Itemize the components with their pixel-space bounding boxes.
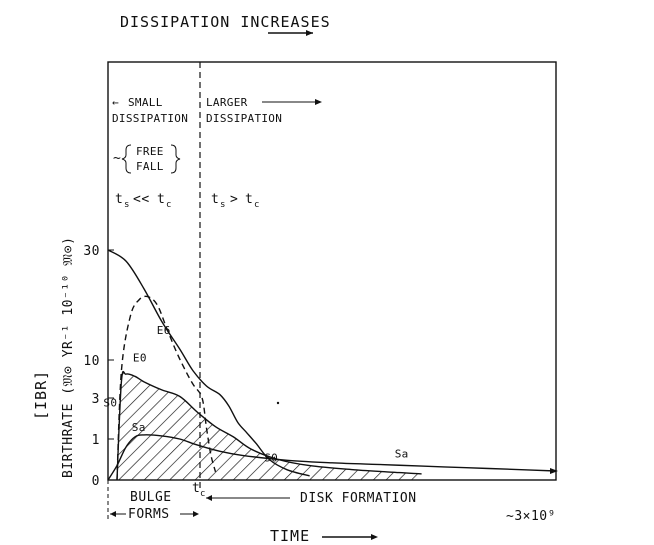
tc-label-sub: c [200,489,205,499]
series-sa-arrow [550,467,558,474]
cond-right-op: > [230,192,238,207]
series-e6-line [116,295,217,481]
y-tick-label: 30 [83,244,100,259]
bulge-arrow-left-head [110,511,116,517]
series-label-e0: E0 [133,351,147,364]
freefall-label-2: FALL [136,160,164,173]
series-label-s0: S0 [103,396,117,409]
cond-right-c: c [254,200,259,210]
bulge-arrow-right-head [193,511,199,517]
bulge-label-2: FORMS [128,507,170,522]
title-arrow-head [306,30,313,36]
cond-left-op: << [133,192,150,207]
cond-right-t2: t [245,192,253,207]
series-label-s0: S0 [264,452,278,465]
series-s0-line [116,370,422,481]
cond-left-s: s [124,200,129,210]
bulge-label-1: BULGE [130,490,172,505]
cond-right-t: t [211,192,219,207]
right-region-label-1: LARGER [206,96,248,109]
cond-left-t: t [115,192,123,207]
y-axis-bracket-label: [IBR] [32,370,50,420]
y-tick-label: 1 [92,433,100,448]
y-ticks: 0 1 3 10 30 [83,244,114,489]
left-region-arrow: ← [112,96,119,109]
series-sa-line [107,434,557,481]
y-axis-label: BIRTHRATE (𝔐⊙ YR⁻¹ 10⁻¹⁰ 𝔐⊙) [61,237,76,478]
chart-title-line1: DISSIPATION INCREASES [120,13,331,31]
left-region-label-2: DISSIPATION [112,112,188,125]
stray-dot [276,401,280,405]
cond-left-t2: t [157,192,165,207]
freefall-brace-left [121,144,132,174]
y-tick-label: 10 [83,354,100,369]
freefall-brace-right [170,144,181,174]
series-label-sa: Sa [132,421,146,434]
hatched-region [117,371,422,480]
disk-formation-label: DISK FORMATION [300,491,417,506]
condition-right: t s > t c [211,192,259,210]
curve-labels: E6 E0 S0 Sa S0 Sa [103,324,408,465]
left-region-label-1: SMALL [128,96,163,109]
freefall-label-1: FREE [136,145,164,158]
right-region-arrow-head [315,99,322,105]
cond-right-s: s [220,200,225,210]
curves [107,249,558,481]
freefall-prefix: ~ [113,151,121,166]
x-end-label: ~3×10⁹ [506,509,556,524]
x-axis-arrow-head [371,534,378,540]
right-region-label-2: DISSIPATION [206,112,282,125]
series-label-sa: Sa [395,448,409,461]
y-tick-label: 0 [92,474,100,489]
x-axis-label: TIME [270,527,310,545]
condition-left: t s << t c [115,192,171,210]
y-tick-label: 3 [92,392,100,407]
tc-label: t [192,481,200,496]
cond-left-c: c [166,200,171,210]
disk-arrow-head [206,495,212,501]
series-label-e6: E6 [157,324,171,337]
